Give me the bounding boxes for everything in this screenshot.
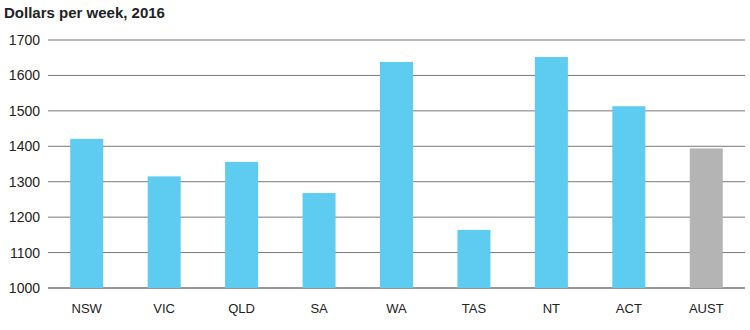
x-tick-label: SA <box>310 301 328 316</box>
y-tick-label: 1500 <box>9 103 40 119</box>
y-tick-label: 1700 <box>9 32 40 48</box>
x-tick-label: VIC <box>153 301 175 316</box>
bar <box>303 193 336 288</box>
bar <box>457 230 490 288</box>
bar <box>612 106 645 288</box>
y-tick-label: 1000 <box>9 280 40 296</box>
x-tick-label: TAS <box>462 301 487 316</box>
y-tick-label: 1200 <box>9 209 40 225</box>
x-tick-label: NSW <box>72 301 103 316</box>
chart-title: Dollars per week, 2016 <box>4 4 165 21</box>
y-tick-label: 1600 <box>9 67 40 83</box>
y-tick-label: 1400 <box>9 138 40 154</box>
y-tick-label: 1300 <box>9 174 40 190</box>
bar <box>70 139 103 288</box>
bar <box>225 162 258 288</box>
x-tick-label: QLD <box>228 301 255 316</box>
bar <box>535 57 568 288</box>
bar <box>148 176 181 288</box>
x-tick-label: AUST <box>689 301 724 316</box>
x-tick-label: ACT <box>616 301 642 316</box>
grid-line <box>48 40 745 41</box>
x-tick-label: NT <box>543 301 560 316</box>
bars <box>70 57 723 288</box>
x-tick-label: WA <box>386 301 407 316</box>
bar <box>690 148 723 288</box>
chart-svg: Dollars per week, 2016 1000 1100 1200 1300 14… <box>0 0 750 330</box>
y-tick-label: 1100 <box>10 245 40 261</box>
bar <box>380 62 413 288</box>
chart-container: Dollars per week, 2016 1000 1100 1200 1300 14… <box>0 0 750 330</box>
